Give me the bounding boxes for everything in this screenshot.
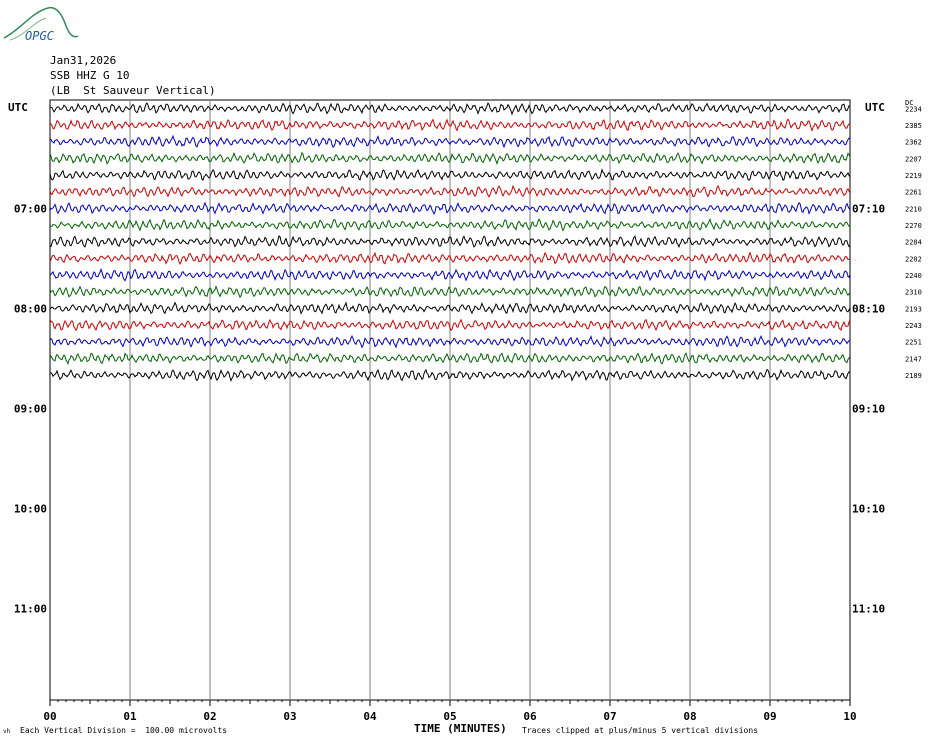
hour-label-right: 09:10: [852, 402, 885, 415]
trace-dc-value: 2147: [905, 355, 922, 363]
seismic-trace: [49, 368, 851, 383]
trace-dc-value: 2310: [905, 289, 922, 297]
chart-station: SSB HHZ G 10: [50, 69, 130, 82]
seismic-trace: [49, 134, 851, 149]
trace-dc-value: 2202: [905, 255, 922, 263]
x-tick-label: 04: [363, 710, 377, 723]
trace-dc-value: 2219: [905, 172, 922, 180]
seismic-trace: [49, 251, 850, 265]
seismic-trace: [49, 217, 851, 232]
x-tick-label: 03: [283, 710, 296, 723]
x-tick-label: 07: [603, 710, 616, 723]
hour-label-left: 08:00: [14, 302, 47, 315]
seismic-trace: [49, 352, 851, 365]
seismic-trace: [49, 235, 851, 249]
dc-label: DC: [905, 99, 913, 107]
hour-label-left: 10:00: [14, 502, 47, 515]
trace-dc-value: 2362: [905, 139, 922, 147]
trace-dc-value: 2243: [905, 322, 922, 330]
logo-text: OPGC: [25, 29, 55, 43]
seismic-trace: [49, 201, 851, 215]
hour-label-right: 10:10: [852, 502, 885, 515]
trace-dc-value: 2207: [905, 155, 922, 163]
trace-layer: [49, 102, 851, 383]
left-utc-label: UTC: [8, 101, 28, 114]
trace-dc-value: 2270: [905, 222, 922, 230]
hour-label-left: 09:00: [14, 402, 47, 415]
x-tick-label: 02: [203, 710, 216, 723]
label-layer: 00 01 02 03 04 05 06 07 08 09 10 UTC UTC DC 07:00 08:00…: [8, 99, 922, 723]
x-tick-label: 10: [843, 710, 856, 723]
seismic-trace: [49, 285, 851, 299]
seismic-trace: [49, 301, 851, 315]
seismic-trace: [49, 184, 851, 199]
trace-dc-value: 2210: [905, 205, 922, 213]
x-axis-label: TIME (MINUTES): [414, 722, 507, 735]
chart-location: (LB St Sauveur Vertical): [50, 84, 216, 97]
seismic-trace: [49, 168, 851, 181]
corner-mark: vh: [3, 728, 11, 735]
trace-dc-value: 2261: [905, 189, 922, 197]
x-tick-label: 01: [123, 710, 137, 723]
x-tick-label: 06: [523, 710, 537, 723]
hour-label-right: 11:10: [852, 602, 885, 615]
x-tick-label: 08: [683, 710, 696, 723]
trace-dc-value: 2193: [905, 305, 922, 313]
x-tick-label: 00: [43, 710, 56, 723]
seismic-trace: [49, 318, 851, 332]
seismic-trace: [49, 334, 851, 349]
hour-label-right: 07:10: [852, 202, 885, 215]
hour-label-left: 11:00: [14, 602, 47, 615]
scale-note: Each Vertical Division = 100.00 microvol…: [20, 726, 228, 735]
hour-label-right: 08:10: [852, 302, 885, 315]
chart-date: Jan31,2026: [50, 54, 117, 67]
seismic-trace: [50, 102, 851, 116]
trace-dc-value: 2189: [905, 372, 922, 380]
grid-layer: [49, 99, 851, 706]
logo-mountain-icon: OPGC: [3, 6, 79, 43]
trace-dc-value: 2251: [905, 339, 922, 347]
hour-label-left: 07:00: [14, 202, 47, 215]
seismic-trace: [49, 118, 851, 133]
seismic-trace: [49, 267, 851, 282]
trace-dc-value: 2240: [905, 272, 922, 280]
clip-note: Traces clipped at plus/minus 5 vertical …: [522, 726, 759, 735]
trace-dc-value: 2385: [905, 122, 922, 130]
trace-dc-value: 2284: [905, 239, 922, 247]
right-utc-label: UTC: [865, 101, 885, 114]
trace-dc-value: 2234: [905, 105, 922, 113]
opgc-logo: OPGC: [0, 0, 80, 46]
x-tick-label: 05: [443, 710, 456, 723]
seismic-trace: [49, 151, 851, 166]
x-tick-label: 09: [763, 710, 776, 723]
